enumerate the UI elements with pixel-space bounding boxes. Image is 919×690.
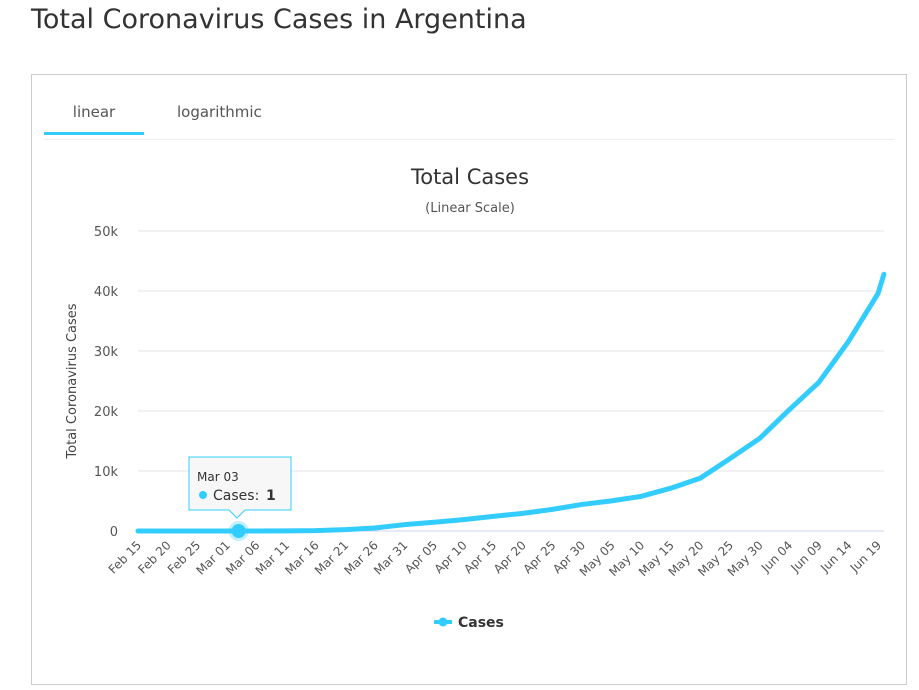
page-title: Total Coronavirus Cases in Argentina (31, 4, 527, 35)
tooltip-date: Mar 03 (197, 470, 239, 484)
y-tick-label: 0 (110, 525, 118, 540)
y-tick-label: 50k (94, 225, 119, 240)
y-tick-label: 20k (94, 405, 119, 420)
x-tick-label: Jun 04 (758, 538, 795, 575)
y-tick-label: 10k (94, 465, 119, 480)
y-tick-label: 30k (94, 345, 119, 360)
tab-linear[interactable]: linear (44, 103, 144, 135)
x-tick-label: Jun 09 (788, 538, 825, 575)
y-tick-label: 40k (94, 285, 119, 300)
tooltip-marker-icon (199, 491, 207, 499)
chart-subtitle: (Linear Scale) (425, 201, 515, 216)
scale-tabs: linear logarithmic (44, 99, 894, 140)
x-tick-label: Apr 15 (461, 538, 499, 576)
series-line-cases (135, 271, 887, 534)
x-tick-label: Jun 14 (817, 538, 854, 575)
tooltip-series: Cases: (213, 488, 259, 504)
x-tick-label: Apr 20 (491, 538, 529, 576)
x-tick-label: Jun 19 (847, 538, 884, 575)
tab-logarithmic[interactable]: logarithmic (177, 103, 262, 121)
data-point[interactable] (228, 520, 249, 541)
legend-marker-icon (438, 617, 448, 627)
x-tick-label: Apr 10 (432, 538, 470, 576)
legend-label: Cases (458, 615, 504, 631)
chart-title: Total Cases (410, 165, 529, 189)
tooltip: Mar 03 Cases: 1 (188, 456, 292, 519)
chart-panel: linear logarithmic (31, 74, 907, 685)
tooltip-value: 1 (266, 488, 276, 504)
legend-item-cases[interactable]: Cases (434, 615, 504, 631)
x-tick-label: Mar 31 (371, 538, 410, 577)
x-tick-label: Apr 25 (520, 538, 558, 576)
x-tick-label: Apr 05 (402, 538, 440, 576)
y-axis-label: Total Coronavirus Cases (65, 303, 80, 459)
